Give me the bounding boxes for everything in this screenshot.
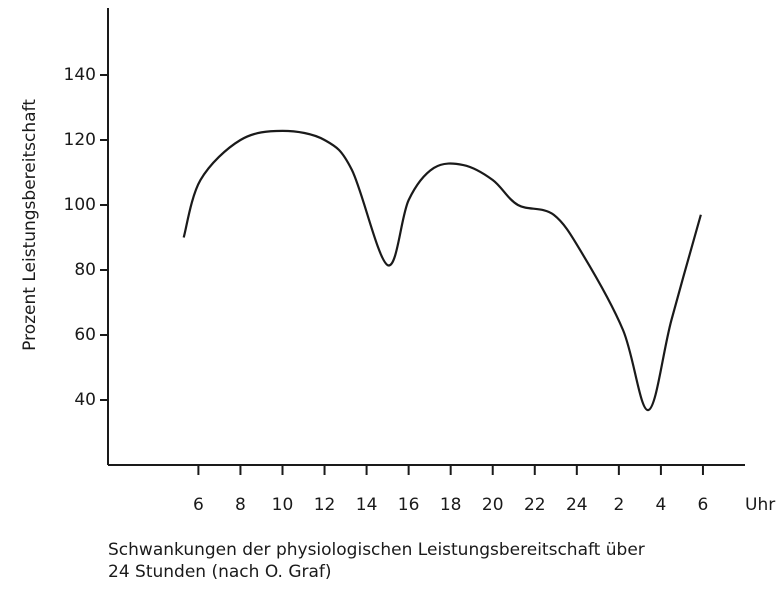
- y-tick-label: 60: [74, 325, 96, 345]
- x-tick-label: 20: [482, 495, 504, 515]
- data-line: [182, 129, 702, 412]
- x-tick-label: 6: [698, 495, 709, 515]
- y-axis-label: Prozent Leistungsbereitschaft: [20, 99, 40, 351]
- y-tick-label: 140: [64, 65, 96, 85]
- caption: Schwankungen der physiologischen Leistun…: [108, 540, 645, 560]
- x-tick-label: 2: [613, 495, 624, 515]
- y-tick-label: 120: [64, 130, 96, 150]
- x-tick-label: 8: [235, 495, 246, 515]
- x-tick-label: 18: [440, 495, 462, 515]
- x-tick-label: 14: [356, 495, 378, 515]
- y-tick-label: 100: [64, 195, 96, 215]
- x-tick-label: 24: [566, 495, 588, 515]
- x-tick-label: 22: [524, 495, 546, 515]
- x-tick-label: 16: [398, 495, 420, 515]
- x-axis-label: Uhr: [745, 495, 775, 515]
- y-tick-label: 40: [74, 390, 96, 410]
- x-tick-label: 12: [314, 495, 336, 515]
- x-tick-label: 10: [272, 495, 294, 515]
- x-tick-label: 6: [193, 495, 204, 515]
- x-tick-label: 4: [655, 495, 666, 515]
- y-tick-label: 80: [74, 260, 96, 280]
- caption: 24 Stunden (nach O. Graf): [108, 562, 332, 582]
